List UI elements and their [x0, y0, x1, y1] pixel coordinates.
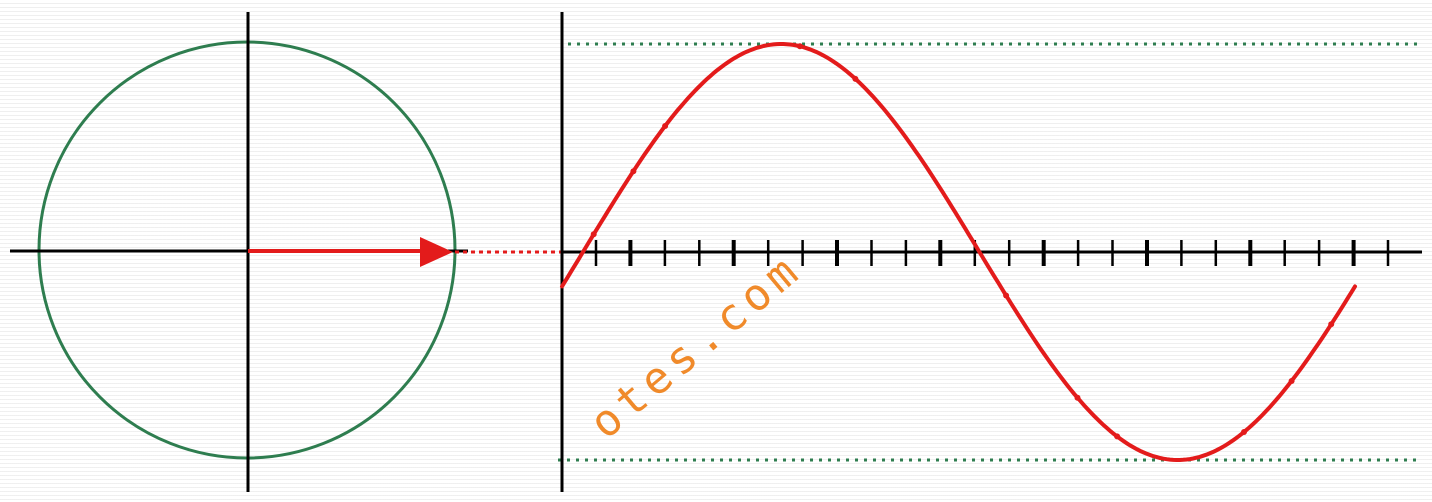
wave-marker: [1328, 321, 1335, 328]
wave-marker: [630, 168, 637, 175]
wave-marker: [1003, 292, 1010, 299]
time-axis-ticks: [594, 240, 1390, 266]
wave-marker: [1114, 433, 1121, 440]
sine-wave: [560, 42, 1357, 462]
wave-marker: [852, 75, 859, 82]
wave-marker: [796, 43, 803, 50]
wave-marker: [1241, 429, 1247, 435]
wave-marker: [662, 123, 669, 129]
arrowhead-icon: [420, 237, 453, 267]
sine-wave-markers: [590, 43, 1335, 440]
wave-marker: [1288, 378, 1295, 384]
wave-marker: [590, 231, 597, 238]
wave-marker: [1074, 394, 1081, 401]
